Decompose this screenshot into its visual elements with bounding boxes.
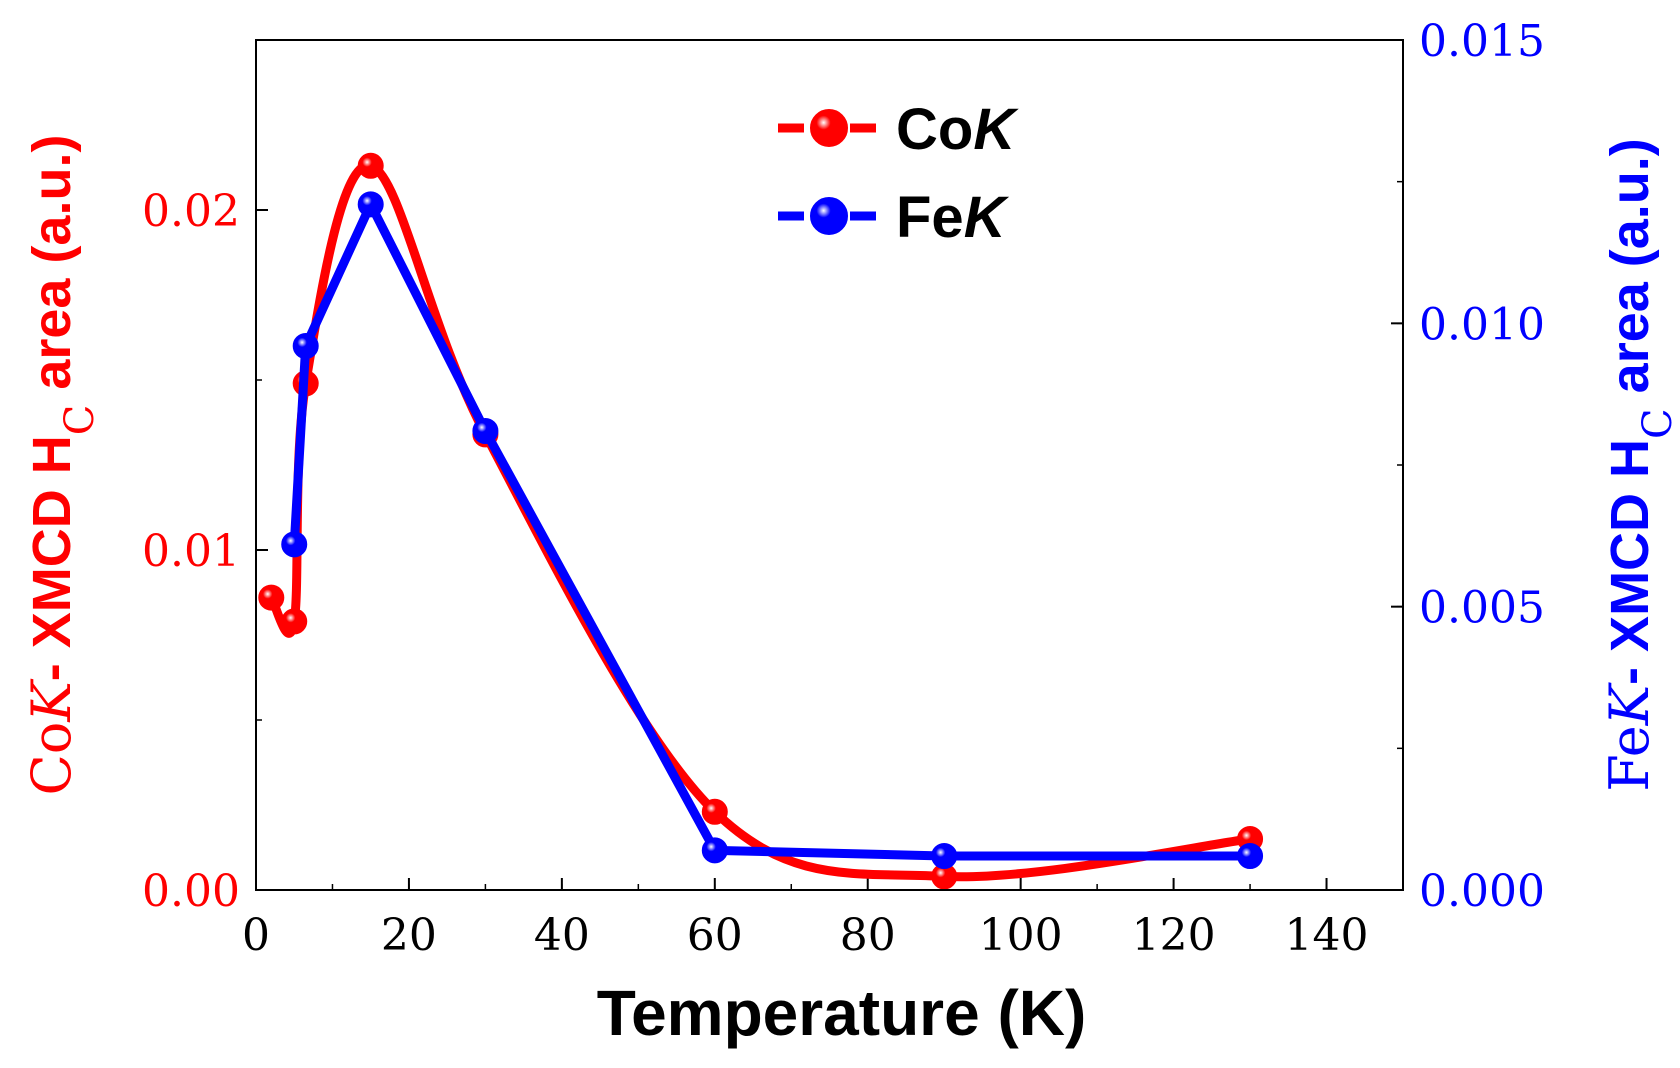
legend-marker-FeK <box>810 197 848 235</box>
data-point-FeK <box>931 843 958 869</box>
y-left-axis-title-part: K <box>20 679 83 723</box>
legend-label-CoK: CoK <box>896 97 1019 162</box>
y-right-axis-title-part: C <box>1635 408 1680 439</box>
axes-layer: 0 20 40 60 80 100 120 140 0.00 0.01 0.02 0.000 0.005… <box>142 16 1545 961</box>
y-left-axis-title-part: - XMCD H <box>22 435 82 681</box>
y-left-axis-title-part: area (a.u.) <box>22 135 82 405</box>
data-point-FeK <box>1237 843 1264 869</box>
y-right-tick-label: 0.005 <box>1419 583 1545 634</box>
series-layer <box>258 152 1264 890</box>
legend-label-part: K <box>973 97 1019 162</box>
y-right-tick-label: 0.010 <box>1419 299 1545 350</box>
y-left-axis-title-part: C <box>57 405 103 436</box>
data-point-FeK <box>472 418 499 444</box>
y-right-axis-title-part: - XMCD H <box>1600 439 1660 685</box>
plot-frame <box>255 39 1404 891</box>
data-point-CoK <box>281 608 308 635</box>
legend-label-part: Co <box>896 97 973 162</box>
legend-label-part: K <box>964 185 1010 250</box>
data-point-CoK <box>357 152 384 179</box>
legend-label-FeK: FeK <box>896 185 1010 250</box>
data-point-CoK <box>258 584 285 611</box>
legend-label-part: Fe <box>896 185 964 250</box>
y-left-tick-label: 0.00 <box>142 866 240 917</box>
y-right-tick-label: 0.000 <box>1419 866 1545 917</box>
data-point-CoK <box>701 798 728 825</box>
y-right-axis-title-part: area (a.u.) <box>1600 138 1660 408</box>
y-left-axis-title-part: Co <box>20 722 83 796</box>
y-right-tick-label: 0.015 <box>1419 16 1545 67</box>
x-tick-label: 40 <box>534 910 590 961</box>
x-tick-label: 140 <box>1285 910 1369 961</box>
y-left-axis-title: CoK- XMCD HC area (a.u.) <box>20 135 103 796</box>
x-tick-label: 60 <box>687 910 743 961</box>
data-point-FeK <box>701 837 728 864</box>
legend-marker-CoK <box>810 109 848 147</box>
y-left-tick-label: 0.02 <box>142 186 240 237</box>
x-tick-label: 20 <box>381 910 437 961</box>
y-right-axis-title-part: K <box>1598 682 1661 726</box>
y-right-axis-title-part: Fe <box>1598 725 1661 791</box>
x-axis-title: Temperature (K) <box>597 977 1087 1049</box>
data-point-FeK <box>357 191 384 218</box>
x-tick-label: 120 <box>1132 910 1216 961</box>
data-point-FeK <box>292 333 319 359</box>
y-right-axis-title: FeK- XMCD HC area (a.u.) <box>1598 138 1680 792</box>
x-tick-label: 100 <box>979 910 1063 961</box>
x-tick-label: 80 <box>840 910 896 961</box>
axis-titles: Temperature (K)CoK- XMCD HC area (a.u.)F… <box>20 135 1680 1049</box>
x-tick-label: 0 <box>242 910 270 961</box>
y-left-tick-label: 0.01 <box>142 526 240 577</box>
data-point-FeK <box>281 531 308 558</box>
